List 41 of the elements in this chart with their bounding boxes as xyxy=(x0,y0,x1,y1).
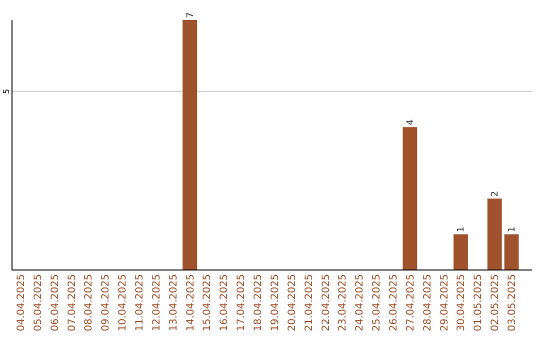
bar xyxy=(182,20,197,270)
x-tick-label: 22.04.2025 xyxy=(320,274,332,332)
data-label: 1 xyxy=(508,226,518,232)
x-tick-label: 03.05.2025 xyxy=(507,274,518,332)
x-tick-label: 10.04.2025 xyxy=(118,274,129,332)
x-tick-label: 09.04.2025 xyxy=(100,274,112,332)
x-tick-label: 28.04.2025 xyxy=(422,274,434,332)
x-tick-label: 05.04.2025 xyxy=(32,274,44,332)
x-tick-label: 01.05.2025 xyxy=(473,274,484,332)
data-label: 4 xyxy=(406,119,416,126)
x-tick-label: 25.04.2025 xyxy=(372,274,383,332)
x-tick-label: 30.04.2025 xyxy=(456,274,468,332)
x-tick-label: 29.04.2025 xyxy=(439,274,450,332)
x-tick-label: 06.04.2025 xyxy=(50,274,61,332)
x-tick-label: 02.05.2025 xyxy=(490,274,502,332)
x-tick-label: 18.04.2025 xyxy=(253,274,264,332)
x-tick-label: 14.04.2025 xyxy=(185,274,196,332)
x-tick-label: 19.04.2025 xyxy=(270,274,281,332)
bar xyxy=(504,234,519,270)
x-tick-label: 21.04.2025 xyxy=(304,274,315,332)
x-tick-label: 24.04.2025 xyxy=(354,274,366,332)
x-tick-label: 16.04.2025 xyxy=(219,274,230,332)
bar xyxy=(454,234,468,270)
x-tick-label: 15.04.2025 xyxy=(202,274,214,332)
x-tick-label: 17.04.2025 xyxy=(236,274,248,332)
x-tick-label: 26.04.2025 xyxy=(388,274,400,332)
x-tick-label: 11.04.2025 xyxy=(134,274,146,332)
data-label: 1 xyxy=(456,226,467,232)
bar xyxy=(487,198,502,270)
x-tick-label: 07.04.2025 xyxy=(66,274,78,332)
x-tick-label: 27.04.2025 xyxy=(405,274,416,332)
x-tick-label: 13.04.2025 xyxy=(168,274,180,332)
bar xyxy=(402,127,418,270)
x-tick-label: 08.04.2025 xyxy=(84,274,95,332)
x-tick-label: 23.04.2025 xyxy=(338,274,349,332)
data-label: 2 xyxy=(490,190,501,197)
x-tick-label: 12.04.2025 xyxy=(151,274,162,332)
x-tick-label: 20.04.2025 xyxy=(286,274,298,332)
data-label: 7 xyxy=(186,12,196,18)
x-tick-label: 04.04.2025 xyxy=(16,274,27,332)
y-tick-label: 5 xyxy=(2,88,11,94)
